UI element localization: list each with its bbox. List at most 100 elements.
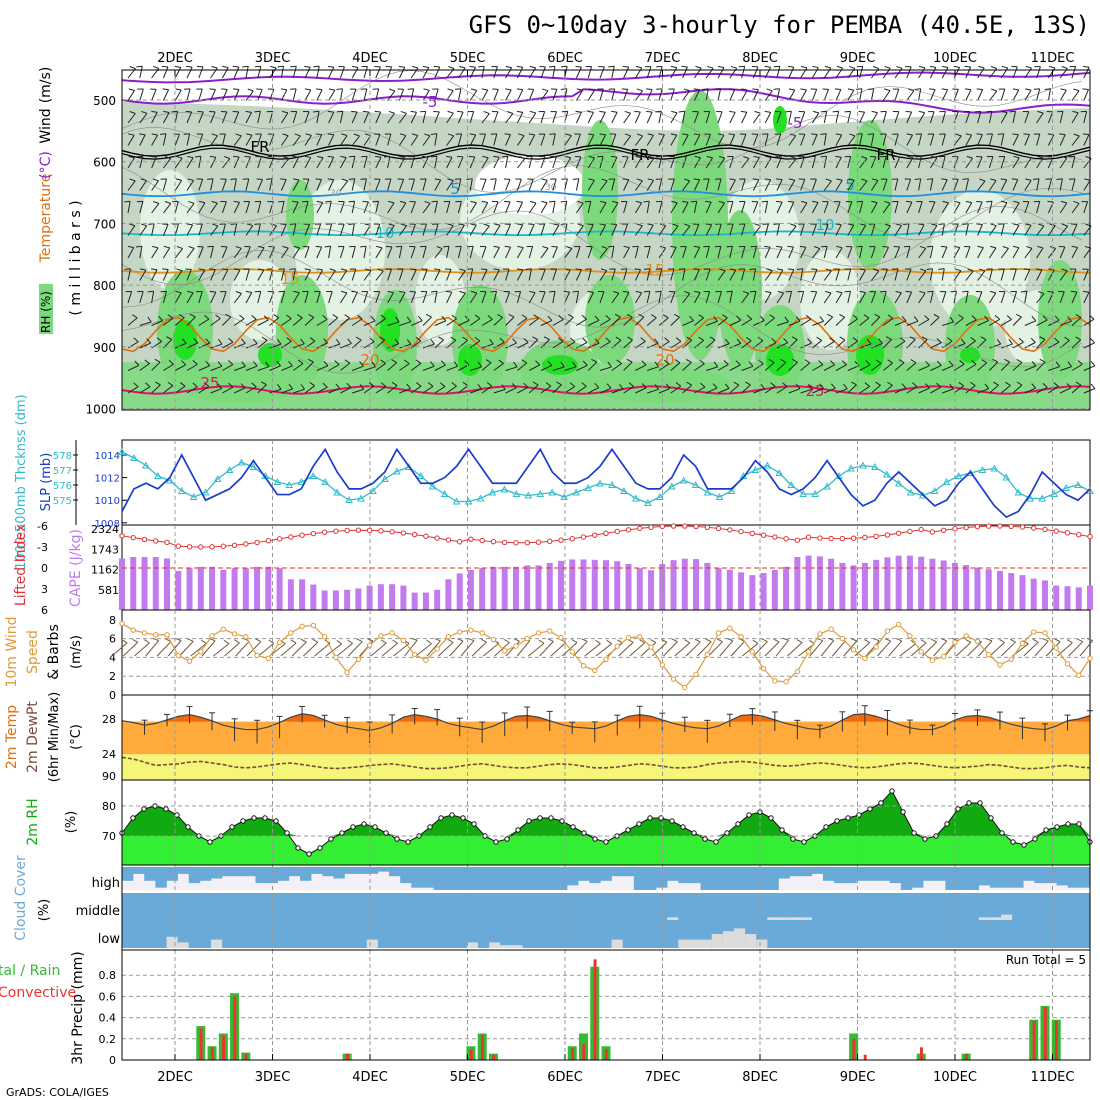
- wind-barb: [787, 200, 794, 203]
- wind-barb: [339, 66, 345, 79]
- wind-barb: [936, 360, 942, 366]
- wind-barb: [422, 65, 429, 68]
- wind-barb: [807, 384, 813, 390]
- wind-barb: [469, 202, 477, 214]
- wind-barb: [788, 178, 795, 181]
- wind-barb: [1061, 65, 1068, 69]
- cloud-low-bar: [266, 920, 279, 948]
- rh2m-line-marker: [240, 818, 246, 824]
- wind-barb: [965, 340, 976, 349]
- wind-barb: [705, 134, 711, 146]
- cloud-mid-bar: [255, 893, 267, 920]
- wind-barb: [564, 135, 572, 146]
- cloud-high-bar: [956, 867, 968, 890]
- cloud-high-bar: [756, 867, 768, 890]
- wind-barb: [446, 225, 454, 236]
- wind-barb: [971, 360, 977, 365]
- wind-barb: [823, 364, 835, 371]
- wind-barb: [163, 203, 172, 214]
- wind-barb: [151, 134, 159, 146]
- wind-barb: [532, 336, 538, 341]
- wind-barb: [344, 314, 350, 319]
- cloud-mid-bar: [533, 893, 546, 920]
- rh2m-line-marker: [746, 812, 752, 818]
- wind-barb: [424, 133, 431, 137]
- wind-barb-10m: [550, 642, 567, 657]
- wind-barb: [988, 225, 997, 236]
- cloud-high-bar: [856, 867, 868, 881]
- wind-barb: [540, 156, 546, 169]
- wind-barb: [682, 268, 686, 281]
- lifted-index-line-marker: [490, 538, 497, 545]
- wind-barb: [372, 200, 379, 203]
- wind-barb: [481, 318, 493, 326]
- wind-barb: [839, 336, 846, 341]
- wind-barb: [193, 338, 199, 344]
- wind-barb: [1048, 366, 1060, 371]
- cloud-low-bar: [1067, 920, 1080, 948]
- wind-barb: [441, 315, 447, 322]
- cape-bar: [197, 566, 204, 610]
- x-tick-top: 10DEC: [933, 51, 977, 66]
- wind-barb: [257, 223, 261, 236]
- wind-barb: [655, 268, 662, 270]
- cloud-high-bar: [611, 867, 623, 877]
- wind-barb: [921, 336, 928, 341]
- wind-barb: [516, 135, 525, 146]
- wind-barb: [670, 268, 675, 281]
- wind-barb: [776, 361, 787, 371]
- wind-barb: [587, 361, 598, 371]
- wind-barb: [847, 89, 855, 101]
- wind-barb: [210, 225, 219, 236]
- wind-barb: [541, 200, 548, 204]
- wind-barb: [134, 360, 140, 366]
- cloud-high-bar: [1000, 867, 1013, 888]
- wind-barb: [552, 366, 565, 371]
- wind-barb: [234, 268, 241, 271]
- wind-barb: [481, 88, 488, 91]
- wind-barb: [575, 156, 582, 169]
- wind-barb: [844, 290, 851, 293]
- wind-barb: [1047, 156, 1054, 169]
- wind-barb: [611, 292, 620, 304]
- wind-barb: [965, 134, 973, 146]
- wind-barb: [387, 202, 395, 214]
- wind-barb: [399, 321, 411, 326]
- wind-barb: [379, 336, 385, 341]
- isotherm-line: [122, 230, 1090, 237]
- wind-barb: [965, 200, 972, 204]
- lifted-index-line-marker: [175, 543, 181, 549]
- precip-conv-bar: [852, 1038, 856, 1060]
- thickness-line-marker: [859, 461, 867, 469]
- wind-barb: [572, 290, 579, 293]
- wind-barb: [788, 291, 793, 304]
- wind-barb: [415, 359, 422, 364]
- wind-barb-10m: [571, 639, 578, 643]
- wind-barb: [363, 66, 368, 79]
- wind-barb-10m: [761, 638, 768, 643]
- wind-barb: [398, 202, 407, 214]
- cloud-high-bar: [133, 867, 145, 874]
- wind-barb: [1025, 155, 1032, 159]
- wind-barb: [481, 362, 492, 371]
- wind-barb: [847, 88, 854, 91]
- wind-barb: [978, 65, 985, 69]
- wind-barb-10m: [1086, 637, 1093, 642]
- wind-barb: [447, 133, 454, 137]
- lifted-index-line-marker: [445, 537, 452, 543]
- wind-barb: [222, 65, 229, 68]
- wind-barb: [647, 223, 654, 226]
- wind-barb: [422, 90, 430, 101]
- cloud-high-bar: [889, 867, 902, 884]
- wind-barb: [273, 314, 279, 319]
- wind-barb: [682, 384, 693, 394]
- lifted-index-line-marker: [603, 530, 609, 537]
- wind-barb: [729, 134, 736, 146]
- wind-barb: [785, 110, 792, 113]
- wind-barb: [705, 246, 710, 259]
- lifted-index-line-marker: [378, 528, 384, 534]
- wind-barb: [317, 155, 324, 159]
- wind-barb: [706, 320, 718, 326]
- wind-barb: [976, 133, 983, 136]
- cloud-high-bar: [923, 867, 935, 881]
